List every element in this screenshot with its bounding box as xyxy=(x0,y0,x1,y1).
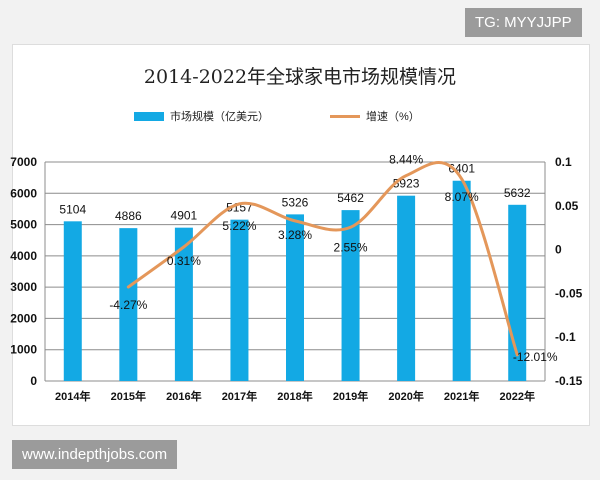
legend-item-market-size: 市场规模（亿美元） xyxy=(134,108,269,124)
x-tick-label: 2022年 xyxy=(499,389,534,403)
line-data-label: -12.01% xyxy=(513,350,558,364)
legend: 市场规模（亿美元） 增速（%） xyxy=(0,108,600,126)
legend-swatch-line xyxy=(330,114,360,118)
bar xyxy=(341,210,360,381)
y-left-tick-label: 1000 xyxy=(10,343,37,357)
y-left-tick-label: 2000 xyxy=(10,311,37,325)
y-right-tick-label: -0.15 xyxy=(555,374,583,388)
x-tick-label: 2021年 xyxy=(444,389,479,403)
line-data-label: 8.44% xyxy=(389,153,423,167)
growth-line xyxy=(126,161,519,357)
y-right-tick-label: -0.1 xyxy=(555,330,576,344)
y-right-tick-label: 0 xyxy=(555,243,562,257)
bar xyxy=(286,214,304,381)
bar xyxy=(119,228,138,381)
legend-item-growth: 增速（%） xyxy=(330,108,420,124)
y-left-tick-label: 5000 xyxy=(10,218,37,232)
bar-data-label: 4886 xyxy=(115,209,142,223)
y-left-tick-label: 7000 xyxy=(10,155,37,169)
y-right-tick-label: 0.05 xyxy=(555,199,579,213)
line-data-label: 2.55% xyxy=(334,240,368,254)
bar-data-label: 5632 xyxy=(504,186,531,200)
x-tick-label: 2014年 xyxy=(55,389,90,403)
watermark-bottom: www.indepthjobs.com xyxy=(12,440,178,469)
line-data-label: 5.22% xyxy=(222,219,256,233)
y-left-tick-label: 4000 xyxy=(10,249,37,263)
x-tick-label: 2020年 xyxy=(388,389,423,403)
bar xyxy=(174,227,193,381)
bar-data-label: 5462 xyxy=(337,191,364,205)
bar-data-label: 4901 xyxy=(171,209,198,223)
line-data-label: 0.31% xyxy=(167,254,201,268)
bar xyxy=(230,219,249,381)
bar xyxy=(397,195,416,381)
x-tick-label: 2018年 xyxy=(277,389,312,403)
line-data-label: 8.07% xyxy=(445,190,479,204)
bar-data-label: 5104 xyxy=(59,202,86,216)
x-tick-label: 2017年 xyxy=(222,389,257,403)
y-left-tick-label: 0 xyxy=(30,374,37,388)
watermark-top: TG: MYYJJPP xyxy=(465,8,582,37)
line-data-label: -4.27% xyxy=(109,298,147,312)
bar-data-label: 5326 xyxy=(282,195,309,209)
line-data-label: 3.28% xyxy=(278,228,312,242)
legend-label: 市场规模（亿美元） xyxy=(170,111,269,123)
x-tick-label: 2019年 xyxy=(333,389,368,403)
x-tick-label: 2016年 xyxy=(166,389,201,403)
legend-swatch-bar xyxy=(134,111,164,121)
x-tick-label: 2015年 xyxy=(111,389,146,403)
y-left-tick-label: 6000 xyxy=(10,186,37,200)
y-right-tick-label: -0.05 xyxy=(555,286,583,300)
bar xyxy=(63,221,82,381)
bar xyxy=(452,180,471,381)
y-right-tick-label: 0.1 xyxy=(555,155,572,169)
chart-title: 2014-2022年全球家电市场规模情况 xyxy=(143,66,457,88)
y-left-tick-label: 3000 xyxy=(10,280,37,294)
legend-label: 增速（%） xyxy=(366,111,420,123)
